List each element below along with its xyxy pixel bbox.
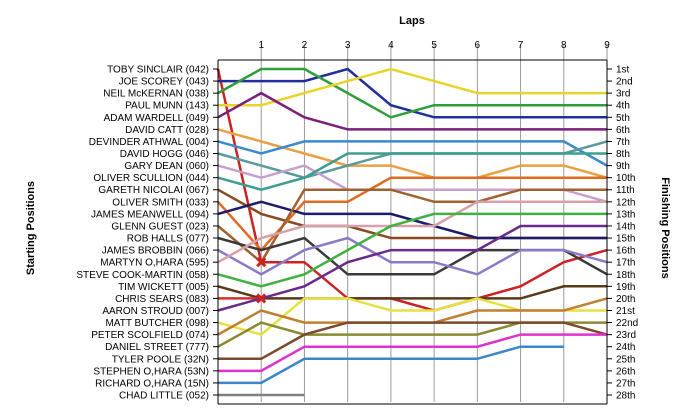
finishing-position-label: 4th [616, 101, 630, 112]
finishing-position-label: 19th [616, 282, 635, 293]
finishing-position-label: 13th [616, 209, 635, 220]
finishing-position-label: 12th [616, 197, 635, 208]
retirement-marker [256, 293, 267, 304]
lap-tick-label: 6 [475, 40, 481, 51]
finishing-position-label: 3rd [616, 89, 630, 100]
starting-position-label: TIM WICKETT (005) [118, 282, 209, 293]
lap-tick-label: 2 [302, 40, 308, 51]
series-line [217, 67, 607, 119]
finishing-position-label: 23rd [616, 330, 636, 341]
starting-position-label: GARETH NICOLAI (067) [98, 185, 209, 196]
starting-position-label: GLENN GUEST (023) [111, 221, 209, 232]
y-axis-label-left: Starting Positions [25, 181, 37, 275]
finishing-position-label: 8th [616, 149, 630, 160]
starting-position-label: ROB HALLS (077) [127, 234, 209, 245]
series-line [218, 333, 607, 373]
starting-position-label: NEIL McKERNAN (038) [103, 89, 209, 100]
series-line [217, 188, 607, 265]
finishing-position-label: 2nd [616, 77, 633, 88]
finishing-position-label: 25th [616, 354, 635, 365]
starting-position-label: CHRIS SEARS (083) [115, 294, 209, 305]
finishing-position-label: 6th [616, 125, 630, 136]
starting-position-label: TYLER POOLE (32N) [112, 354, 209, 365]
finishing-position-label: 22nd [616, 318, 638, 329]
series-line [217, 212, 607, 288]
finishing-position-label: 28th [616, 391, 635, 402]
finishing-position-label: 9th [616, 161, 630, 172]
series-lines [216, 67, 608, 397]
series-line [217, 200, 607, 264]
starting-position-label: JAMES BROBBIN (066) [102, 246, 209, 257]
lap-tick-label: 4 [388, 40, 394, 51]
finishing-position-label: 7th [616, 137, 630, 148]
starting-position-label: MARTYN O,HARA (595) [100, 258, 209, 269]
finishing-position-label: 24th [616, 342, 635, 353]
starting-position-label: PAUL MUNN (143) [125, 101, 209, 112]
finishing-position-label: 10th [616, 173, 635, 184]
starting-position-labels: TOBY SINCLAIR (042)JOE SCOREY (043)NEIL … [76, 65, 209, 402]
starting-position-label: DANIEL STREET (777) [105, 342, 209, 353]
series-line [217, 91, 607, 131]
finishing-position-label: 21st [616, 306, 635, 317]
lap-tick-label: 9 [604, 40, 610, 51]
starting-position-label: TOBY SINCLAIR (042) [107, 65, 209, 76]
starting-position-label: DAVID CATT (028) [125, 125, 209, 136]
chart-title: Laps [399, 15, 425, 27]
y-axis-label-right: Finishing Positions [659, 177, 671, 278]
finishing-position-label: 20th [616, 294, 635, 305]
grid [260, 44, 608, 402]
finishing-position-label: 15th [616, 234, 635, 245]
retirement-markers [256, 257, 267, 304]
series-line [217, 152, 607, 191]
finishing-position-label: 26th [616, 366, 635, 377]
axes [213, 59, 612, 405]
starting-position-label: JAMES MEANWELL (094) [91, 209, 209, 220]
retirement-marker [256, 257, 267, 268]
series-line [217, 236, 608, 276]
finishing-position-label: 1st [616, 65, 630, 76]
starting-position-label: MATT BUTCHER (098) [105, 318, 209, 329]
finishing-position-label: 17th [616, 258, 635, 269]
finishing-position-label: 11th [616, 185, 635, 196]
finishing-position-label: 16th [616, 246, 635, 257]
finishing-position-label: 14th [616, 221, 635, 232]
starting-position-label: CHAD LITTLE (052) [119, 391, 209, 402]
starting-position-label: OLIVER SCULLION (044) [93, 173, 209, 184]
series-line [217, 224, 607, 312]
lap-tick-label: 1 [258, 40, 264, 51]
starting-position-label: ADAM WARDELL (049) [104, 113, 209, 124]
starting-position-label: OLIVER SMITH (033) [112, 197, 209, 208]
lap-tick-labels: 1 2 3 4 5 6 7 8 9 [258, 40, 610, 51]
starting-position-label: AARON STROUD (007) [102, 306, 209, 317]
starting-position-label: RICHARD O,HARA (15N) [95, 378, 209, 389]
finishing-position-label: 27th [616, 378, 635, 389]
starting-position-label: STEPHEN O,HARA (53N) [93, 366, 209, 377]
starting-position-label: GARY DEAN (060) [124, 161, 209, 172]
series-line [218, 345, 564, 385]
finishing-position-labels: 1st2nd3rd4th5th6th7th8th9th10th11th12th1… [616, 65, 638, 402]
lap-tick-label: 3 [345, 40, 351, 51]
series-line [218, 321, 608, 361]
starting-position-label: DEVINDER ATHWAL (004) [89, 137, 209, 148]
starting-position-label: PETER SCOLFIELD (074) [91, 330, 209, 341]
series-line [217, 285, 607, 300]
series-line [217, 140, 608, 167]
finishing-position-label: 5th [616, 113, 630, 124]
starting-position-label: STEVE COOK-MARTIN (058) [76, 270, 209, 281]
lap-tick-label: 5 [431, 40, 437, 51]
starting-position-label: JOE SCOREY (043) [119, 77, 209, 88]
series-line [217, 236, 608, 276]
lap-tick-label: 7 [518, 40, 524, 51]
starting-position-label: DAVID HOGG (046) [120, 149, 209, 160]
lap-tick-label: 8 [561, 40, 567, 51]
series-line [218, 67, 607, 107]
finishing-position-label: 18th [616, 270, 635, 281]
